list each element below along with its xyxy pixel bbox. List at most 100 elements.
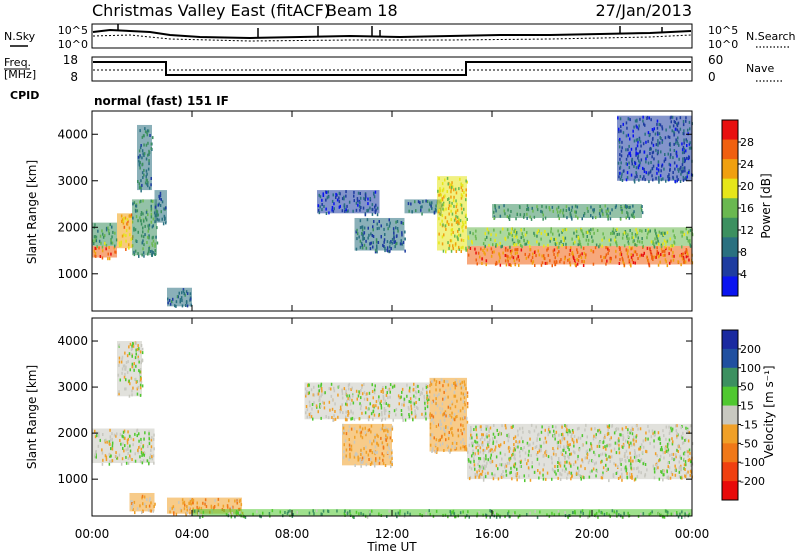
heatmap-cell <box>360 396 362 400</box>
heatmap-cell <box>518 258 520 262</box>
heatmap-cell <box>669 476 672 480</box>
heatmap-cell <box>330 382 333 386</box>
heatmap-cell <box>604 434 606 438</box>
heatmap-cell <box>180 296 183 300</box>
heatmap-cell <box>564 511 566 514</box>
heatmap-cell <box>137 344 139 348</box>
heatmap-cell <box>553 260 556 264</box>
heatmap-cell <box>135 348 137 352</box>
heatmap-cell <box>430 433 433 436</box>
heatmap-cell <box>142 230 144 234</box>
heatmap-cell <box>529 478 532 482</box>
heatmap-cell <box>498 444 501 448</box>
heatmap-cell <box>343 203 346 207</box>
heatmap-cell <box>460 186 463 190</box>
heatmap-cell <box>673 458 675 462</box>
heatmap-cell <box>539 471 541 475</box>
heatmap-cell <box>450 512 452 516</box>
heatmap-cell <box>499 432 501 435</box>
heatmap-cell <box>653 255 655 259</box>
heatmap-cell <box>306 408 309 412</box>
heatmap-cell <box>144 127 146 131</box>
heatmap-cell <box>498 259 500 263</box>
heatmap-cell <box>459 219 462 223</box>
heatmap-cell <box>516 467 518 471</box>
heatmap-cell <box>653 157 655 161</box>
heatmap-cell <box>586 449 589 453</box>
heatmap-cell <box>464 393 466 397</box>
heatmap-cell <box>563 445 565 449</box>
heatmap-cell <box>444 410 447 414</box>
noise-right-tick-top: 10^5 <box>708 24 738 37</box>
heatmap-cell <box>384 428 386 432</box>
heatmap-cell <box>684 452 686 456</box>
heatmap-cell <box>657 466 659 470</box>
heatmap-cell <box>488 450 490 454</box>
heatmap-cell <box>680 464 682 468</box>
heatmap-cell <box>342 431 344 435</box>
heatmap-cell <box>338 191 341 195</box>
heatmap-cell <box>509 232 511 236</box>
heatmap-cell <box>344 209 346 213</box>
heatmap-cell <box>144 224 146 228</box>
heatmap-cell <box>659 136 661 139</box>
heatmap-cell <box>150 142 153 146</box>
heatmap-cell <box>630 264 632 268</box>
heatmap-cell <box>660 169 662 173</box>
heatmap-cell <box>649 146 652 150</box>
heatmap-cell <box>443 195 445 199</box>
heatmap-cell <box>373 439 375 443</box>
heatmap-cell <box>610 232 612 236</box>
heatmap-cell <box>470 433 472 437</box>
heatmap-cell <box>631 236 633 240</box>
heatmap-cell <box>432 417 434 421</box>
heatmap-cell <box>580 464 582 468</box>
heatmap-cell <box>685 438 687 442</box>
heatmap-cell <box>352 401 355 405</box>
heatmap-cell <box>158 218 160 222</box>
heatmap-cell <box>540 444 542 448</box>
heatmap-cell <box>608 424 611 428</box>
heatmap-cell <box>145 216 147 220</box>
heatmap-cell <box>182 288 185 292</box>
heatmap-cell <box>476 441 479 445</box>
heatmap-cell <box>460 440 462 444</box>
heatmap-cell <box>551 457 553 461</box>
heatmap-cell <box>464 447 466 451</box>
heatmap-cell <box>520 447 522 450</box>
heatmap-cell <box>386 391 388 395</box>
heatmap-cell <box>684 460 687 464</box>
heatmap-cell <box>668 135 671 139</box>
heatmap-cell <box>611 424 613 428</box>
heatmap-cell <box>404 418 407 422</box>
heatmap-cell <box>557 205 560 209</box>
heatmap-cell <box>472 452 474 456</box>
heatmap-cell <box>439 193 442 197</box>
heatmap-cell <box>124 351 126 355</box>
heatmap-cell <box>605 246 607 250</box>
heatmap-cell <box>495 209 497 213</box>
heatmap-cell <box>312 393 315 397</box>
heatmap-cell <box>141 163 143 167</box>
heatmap-cell <box>120 360 123 364</box>
heatmap-cell <box>652 258 654 261</box>
heatmap-cell <box>635 424 638 428</box>
heatmap-cell <box>577 216 579 220</box>
heatmap-cell <box>382 454 385 458</box>
heatmap-cell <box>463 207 465 211</box>
heatmap-cell <box>679 180 682 183</box>
heatmap-cell <box>654 452 657 456</box>
heatmap-cell <box>483 464 486 468</box>
heatmap-cell <box>466 217 468 221</box>
heatmap-cell <box>383 401 385 405</box>
heatmap-cell <box>685 177 688 181</box>
heatmap-cell <box>382 243 384 247</box>
heatmap-cell <box>192 498 195 502</box>
heatmap-cell <box>616 233 618 236</box>
heatmap-cell <box>476 262 478 266</box>
heatmap-cell <box>186 304 189 308</box>
heatmap-cell <box>312 417 314 421</box>
heatmap-cell <box>680 434 683 438</box>
heatmap-cell <box>558 433 560 437</box>
heatmap-cell <box>608 513 610 517</box>
